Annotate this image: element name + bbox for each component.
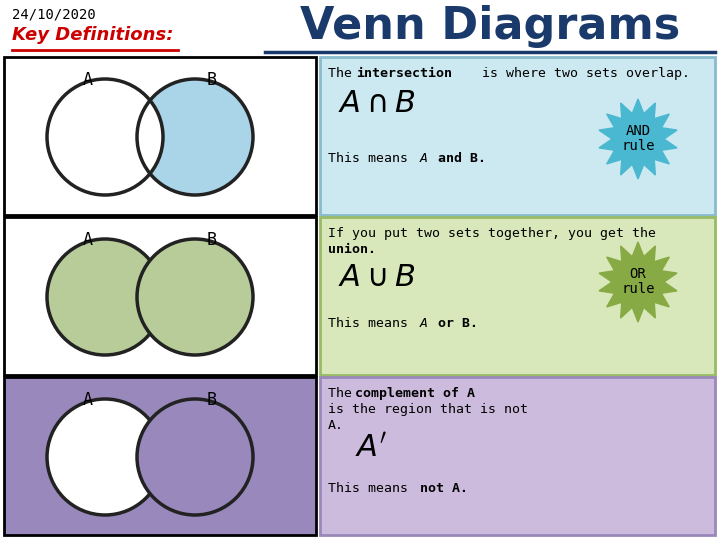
Text: and B.: and B. xyxy=(430,152,486,165)
Text: B: B xyxy=(207,231,217,249)
Circle shape xyxy=(47,399,163,515)
Circle shape xyxy=(47,239,163,355)
FancyBboxPatch shape xyxy=(4,377,316,535)
Text: This means: This means xyxy=(328,317,416,330)
Text: $A'$: $A'$ xyxy=(355,433,387,462)
Text: A: A xyxy=(83,71,93,89)
Text: 24/10/2020: 24/10/2020 xyxy=(12,8,96,22)
Text: B: B xyxy=(207,71,217,89)
FancyBboxPatch shape xyxy=(320,57,715,215)
FancyBboxPatch shape xyxy=(320,217,715,375)
Text: is where two sets overlap.: is where two sets overlap. xyxy=(474,67,690,80)
Text: B: B xyxy=(207,391,217,409)
Circle shape xyxy=(137,239,253,355)
Text: or B.: or B. xyxy=(430,317,478,330)
Polygon shape xyxy=(599,242,677,322)
Text: rule: rule xyxy=(621,139,654,153)
Text: $A \cup B$: $A \cup B$ xyxy=(338,263,415,292)
FancyBboxPatch shape xyxy=(4,217,316,375)
FancyBboxPatch shape xyxy=(4,57,316,215)
Text: The: The xyxy=(328,67,360,80)
Text: intersection: intersection xyxy=(356,67,452,80)
Polygon shape xyxy=(150,79,253,195)
Circle shape xyxy=(137,399,253,515)
Text: A: A xyxy=(420,317,428,330)
Text: not A.: not A. xyxy=(420,482,468,495)
Text: This means: This means xyxy=(328,152,416,165)
Text: Key Definitions:: Key Definitions: xyxy=(12,26,174,44)
Text: A: A xyxy=(420,152,428,165)
Text: The: The xyxy=(328,387,360,400)
Text: This means: This means xyxy=(328,482,416,495)
Text: A: A xyxy=(83,231,93,249)
Text: $A \cap B$: $A \cap B$ xyxy=(338,89,415,118)
Text: A.: A. xyxy=(328,419,344,432)
Text: OR: OR xyxy=(629,267,647,281)
Text: Venn Diagrams: Venn Diagrams xyxy=(300,5,680,48)
Text: AND: AND xyxy=(626,124,651,138)
Text: complement of A: complement of A xyxy=(355,387,475,400)
Text: union.: union. xyxy=(328,243,376,256)
Polygon shape xyxy=(599,99,677,179)
Text: A: A xyxy=(83,391,93,409)
Text: is the region that is not: is the region that is not xyxy=(328,403,528,416)
Text: If you put two sets together, you get the: If you put two sets together, you get th… xyxy=(328,227,656,240)
FancyBboxPatch shape xyxy=(320,377,715,535)
Text: rule: rule xyxy=(621,282,654,296)
